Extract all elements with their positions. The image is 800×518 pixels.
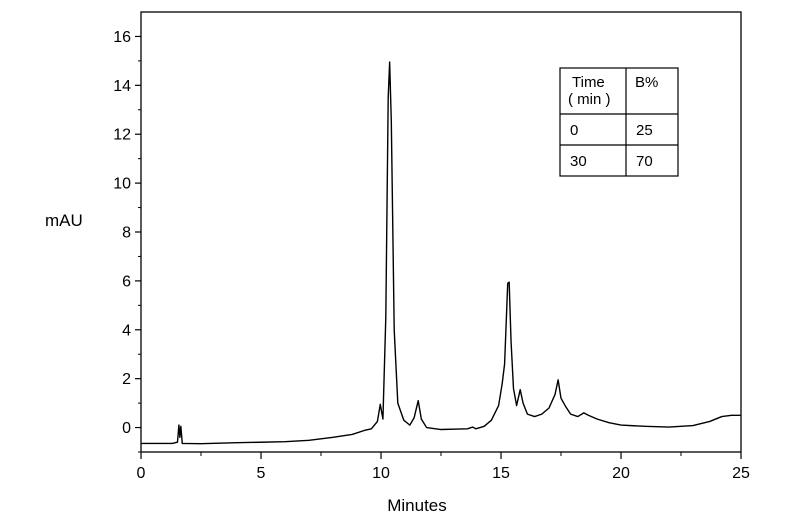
x-tick-label: 15 xyxy=(492,465,510,482)
gradient-header-b: B% xyxy=(635,74,658,91)
series-group xyxy=(141,61,741,445)
gradient-cell-b: 25 xyxy=(636,122,653,139)
x-axis-title: Minutes xyxy=(387,496,447,515)
x-tick-label: 25 xyxy=(732,465,750,482)
y-tick-label: 12 xyxy=(113,127,131,144)
y-axis-title: mAU xyxy=(45,211,83,230)
gradient-table-border xyxy=(559,67,679,177)
y-tick-label: 2 xyxy=(122,371,131,388)
gradient-cell-b: 70 xyxy=(636,153,653,170)
y-axis: 0 2 4 6 8 10 12 14 16 xyxy=(113,29,141,453)
x-tick-label: 10 xyxy=(372,465,390,482)
y-tick-label: 6 xyxy=(122,273,131,290)
gradient-table: Time( min ) B% 0 25 30 70 xyxy=(559,67,679,177)
gradient-cell-time: 30 xyxy=(570,153,587,170)
x-tick-label: 20 xyxy=(612,465,630,482)
x-tick-label: 5 xyxy=(257,465,266,482)
series-line xyxy=(141,61,741,445)
y-tick-label: 8 xyxy=(122,225,131,242)
y-tick-label: 10 xyxy=(113,176,131,193)
x-tick-label: 0 xyxy=(137,465,146,482)
gradient-header-time: Time( min ) xyxy=(568,74,611,108)
y-tick-label: 0 xyxy=(122,420,131,437)
y-tick-label: 16 xyxy=(113,29,131,46)
y-tick-label: 4 xyxy=(122,322,131,339)
x-axis: 0 5 10 15 20 25 xyxy=(137,452,750,482)
y-tick-label: 14 xyxy=(113,78,131,95)
gradient-cell-time: 0 xyxy=(570,122,578,139)
